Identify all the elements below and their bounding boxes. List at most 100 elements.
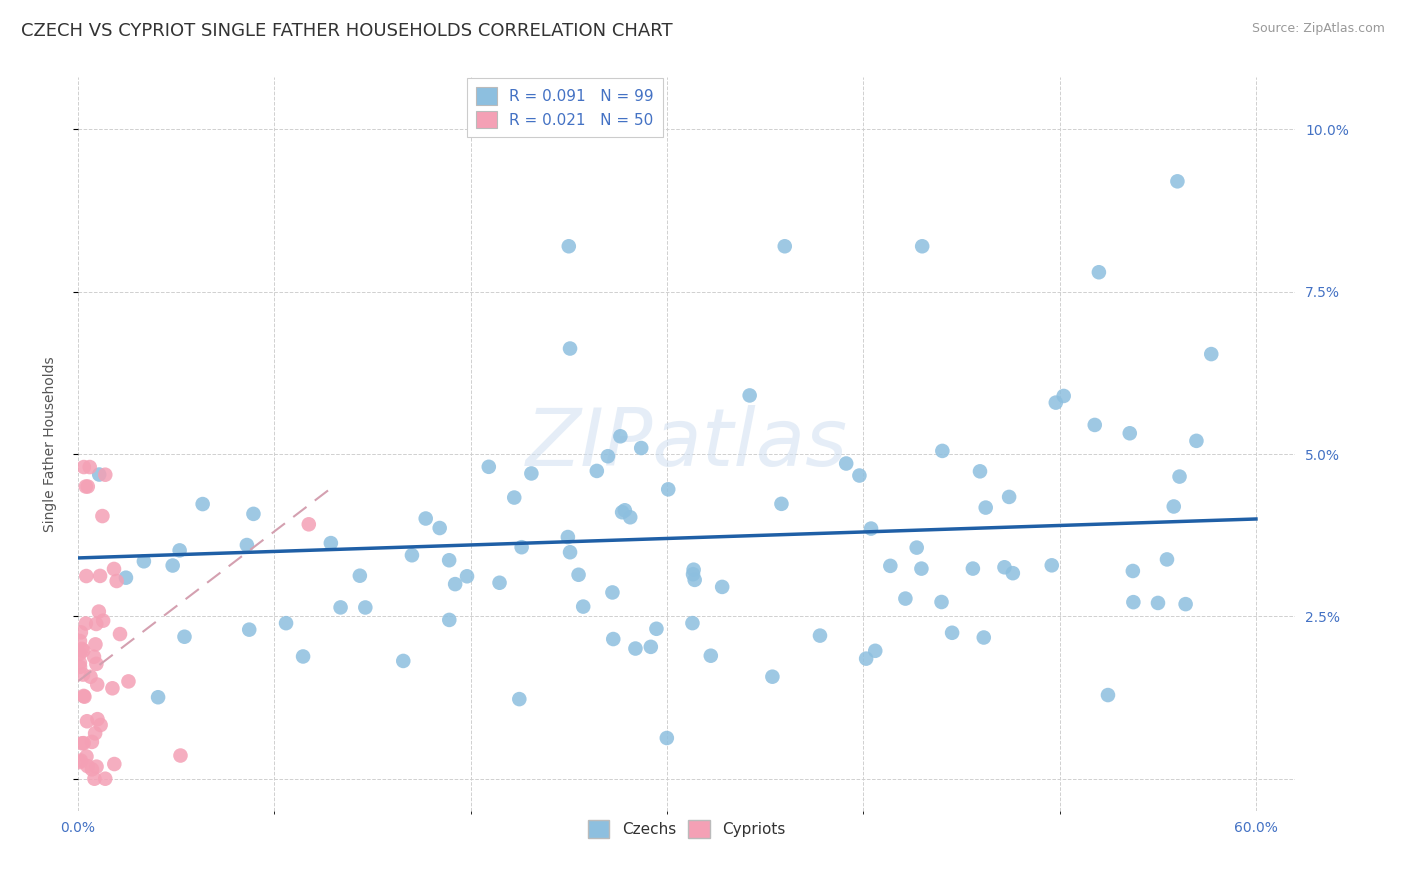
Point bbox=[86, 657, 108, 671]
Point bbox=[503, 491, 526, 505]
Point bbox=[401, 548, 423, 562]
Point bbox=[173, 630, 195, 644]
Point bbox=[79, 460, 101, 475]
Point bbox=[349, 568, 371, 582]
Point bbox=[998, 490, 1021, 504]
Point bbox=[993, 560, 1015, 574]
Point bbox=[76, 714, 98, 729]
Point bbox=[105, 574, 128, 588]
Point bbox=[683, 573, 706, 587]
Point bbox=[103, 562, 125, 576]
Point bbox=[87, 605, 110, 619]
Point bbox=[645, 622, 668, 636]
Point bbox=[132, 554, 155, 568]
Point bbox=[1001, 566, 1024, 581]
Point bbox=[70, 736, 93, 750]
Point bbox=[73, 460, 96, 475]
Point bbox=[73, 690, 96, 704]
Point bbox=[700, 648, 723, 663]
Point bbox=[89, 569, 111, 583]
Point bbox=[91, 509, 114, 524]
Point bbox=[169, 543, 191, 558]
Point bbox=[94, 772, 117, 786]
Point bbox=[236, 538, 259, 552]
Point bbox=[86, 759, 108, 773]
Point bbox=[292, 649, 315, 664]
Point bbox=[86, 712, 108, 726]
Point bbox=[73, 689, 96, 703]
Point bbox=[609, 429, 631, 443]
Point bbox=[558, 545, 581, 559]
Point bbox=[619, 510, 641, 524]
Point bbox=[962, 561, 984, 575]
Point bbox=[711, 580, 734, 594]
Point bbox=[1053, 389, 1076, 403]
Point bbox=[69, 755, 91, 769]
Point bbox=[319, 536, 342, 550]
Point bbox=[72, 736, 94, 750]
Point bbox=[1119, 426, 1142, 441]
Point bbox=[298, 517, 321, 532]
Point bbox=[808, 629, 831, 643]
Point bbox=[911, 239, 934, 253]
Point bbox=[329, 600, 352, 615]
Y-axis label: Single Father Households: Single Father Households bbox=[44, 357, 58, 533]
Point bbox=[510, 540, 533, 554]
Point bbox=[429, 521, 451, 535]
Point bbox=[1084, 417, 1107, 432]
Point bbox=[557, 530, 579, 544]
Point bbox=[89, 467, 111, 482]
Point bbox=[415, 511, 437, 525]
Point bbox=[1122, 564, 1144, 578]
Point bbox=[865, 644, 887, 658]
Point bbox=[974, 500, 997, 515]
Point bbox=[681, 616, 703, 631]
Point bbox=[1185, 434, 1208, 448]
Point bbox=[773, 239, 796, 253]
Point bbox=[117, 674, 139, 689]
Point bbox=[508, 692, 530, 706]
Point bbox=[238, 623, 260, 637]
Point bbox=[969, 464, 991, 478]
Point bbox=[602, 632, 624, 646]
Point bbox=[585, 464, 607, 478]
Point bbox=[1168, 469, 1191, 483]
Point bbox=[567, 567, 589, 582]
Point bbox=[1174, 597, 1197, 611]
Point bbox=[596, 449, 619, 463]
Legend: Czechs, Cypriots: Czechs, Cypriots bbox=[582, 814, 792, 844]
Point bbox=[80, 762, 103, 776]
Point bbox=[101, 681, 124, 696]
Point bbox=[848, 468, 870, 483]
Point bbox=[69, 634, 91, 648]
Point bbox=[94, 467, 117, 482]
Point bbox=[75, 616, 97, 631]
Point bbox=[738, 388, 761, 402]
Point bbox=[444, 577, 467, 591]
Point bbox=[770, 497, 793, 511]
Point bbox=[103, 757, 125, 772]
Point bbox=[80, 735, 103, 749]
Point bbox=[83, 772, 105, 786]
Point bbox=[520, 467, 543, 481]
Point bbox=[84, 637, 107, 651]
Point bbox=[437, 553, 460, 567]
Point bbox=[162, 558, 184, 573]
Point bbox=[70, 625, 93, 640]
Point bbox=[84, 726, 107, 740]
Point bbox=[1199, 347, 1222, 361]
Point bbox=[905, 541, 928, 555]
Point bbox=[1088, 265, 1111, 279]
Point bbox=[973, 631, 995, 645]
Point bbox=[682, 567, 704, 582]
Text: CZECH VS CYPRIOT SINGLE FATHER HOUSEHOLDS CORRELATION CHART: CZECH VS CYPRIOT SINGLE FATHER HOUSEHOLD… bbox=[21, 22, 672, 40]
Point bbox=[1045, 395, 1067, 409]
Point bbox=[108, 627, 131, 641]
Point bbox=[169, 748, 191, 763]
Point bbox=[75, 569, 97, 583]
Point bbox=[1040, 558, 1063, 573]
Point bbox=[90, 718, 112, 732]
Point bbox=[640, 640, 662, 654]
Point bbox=[1163, 500, 1185, 514]
Point bbox=[191, 497, 214, 511]
